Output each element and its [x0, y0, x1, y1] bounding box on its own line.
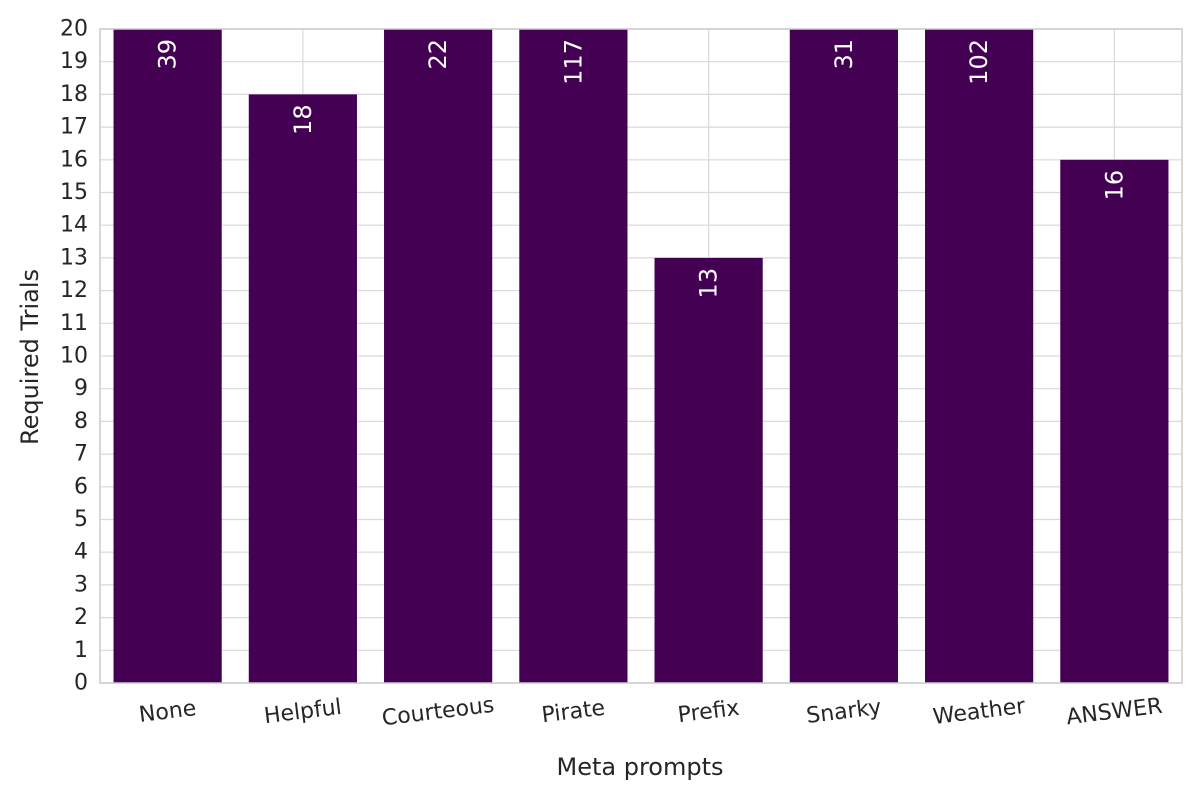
y-tick-label: 13 [60, 245, 88, 270]
y-tick-label: 15 [60, 180, 88, 205]
y-tick-label: 19 [60, 49, 88, 74]
y-tick-label: 1 [74, 638, 88, 663]
bar [519, 29, 628, 683]
x-tick-label: Helpful [263, 695, 343, 729]
x-tick-label: Courteous [381, 693, 496, 732]
y-tick-label: 7 [74, 442, 88, 467]
x-tick-labels: None Helpful Courteous Pirate Prefix Snarky We… [138, 693, 1164, 732]
bar [1060, 159, 1169, 684]
y-tick-label: 2 [74, 605, 88, 630]
y-tick-label: 0 [74, 671, 88, 696]
bar-value-label: 16 [1100, 170, 1128, 201]
x-tick-label: Pirate [540, 696, 606, 729]
bars [113, 29, 1169, 684]
y-tick-label: 12 [60, 278, 88, 303]
y-tick-label: 14 [60, 213, 88, 238]
x-tick-label: ANSWER [1065, 694, 1164, 731]
y-tick-label: 17 [60, 115, 88, 140]
plot-spines [99, 28, 1183, 684]
y-tick-label: 9 [74, 376, 88, 401]
y-tick-label: 5 [74, 507, 88, 532]
x-axis-label: Meta prompts [556, 753, 723, 781]
bar-value-label: 13 [695, 268, 723, 299]
y-tick-label: 11 [60, 311, 88, 336]
x-tick-label: Prefix [676, 696, 740, 728]
bar-value-label: 22 [424, 39, 452, 70]
y-tick-label: 18 [60, 82, 88, 107]
bar-value-label: 18 [289, 104, 317, 135]
x-tick-label: Snarky [805, 695, 883, 729]
y-tick-label: 10 [60, 344, 88, 369]
y-tick-label: 20 [60, 17, 88, 42]
bar [113, 29, 222, 683]
bar-value-label: 31 [830, 39, 858, 70]
bar-value-label: 39 [154, 39, 182, 70]
bar [248, 94, 357, 683]
plot-frame [99, 28, 1183, 684]
x-tick-label: None [138, 696, 198, 728]
bar-value-label: 117 [559, 39, 587, 85]
y-tick-label: 4 [74, 540, 88, 565]
x-tick-label: Weather [932, 694, 1028, 730]
bar [789, 29, 898, 683]
y-axis-label: Required Trials [16, 269, 44, 445]
y-tick-label: 16 [60, 147, 88, 172]
bar-value-label: 102 [965, 39, 993, 85]
y-tick-label: 8 [74, 409, 88, 434]
y-tick-label: 6 [74, 474, 88, 499]
y-tick-label: 3 [74, 572, 88, 597]
bar [925, 29, 1034, 683]
bar [384, 29, 493, 683]
bar-value-labels: 39 18 22 117 13 31 102 16 [154, 39, 1129, 298]
bar [654, 257, 763, 683]
